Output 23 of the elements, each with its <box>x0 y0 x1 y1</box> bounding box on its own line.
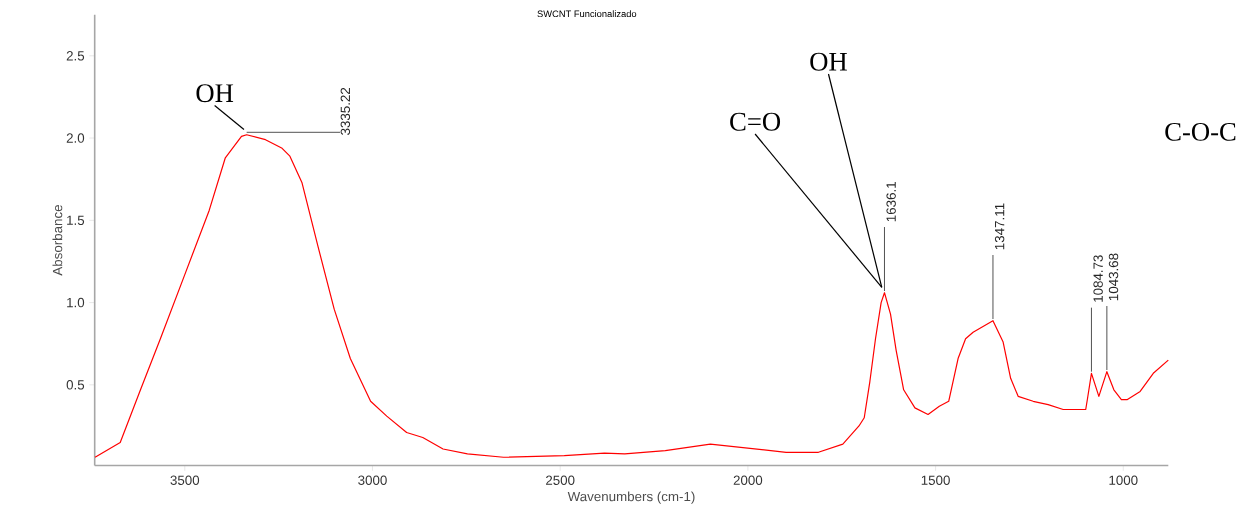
x-tick-label: 2500 <box>546 475 575 485</box>
annotation: 3335.22 <box>340 87 351 135</box>
annotation: 1084.73 <box>1093 254 1103 302</box>
x-tick-label: 1000 <box>1109 475 1138 485</box>
annotation: 1636.1 <box>886 181 896 221</box>
annotation: 1043.68 <box>1108 253 1119 300</box>
x-axis-title: Wavenumbers (cm-1) <box>567 491 695 504</box>
x-tick-label: 1500 <box>921 475 950 485</box>
y-tick-label: 0.5 <box>66 379 85 390</box>
chart-title: SWCNT Funcionalizado <box>537 10 637 17</box>
y-tick-label: 2.0 <box>66 133 85 143</box>
y-axis-title: Absorbance <box>52 204 63 276</box>
annotation: C=O <box>730 112 781 131</box>
y-tick-label: 1.5 <box>67 215 85 225</box>
x-tick-label: 3500 <box>170 475 200 485</box>
annotation: OH <box>810 52 847 71</box>
y-tick-label: 2.5 <box>66 50 85 61</box>
y-tick-label: 1.0 <box>67 297 85 308</box>
annotation: OH <box>196 84 234 102</box>
annotation: C-O-C <box>1165 122 1236 141</box>
x-tick-label: 3000 <box>358 475 387 485</box>
x-tick-label: 2000 <box>733 475 763 485</box>
annotation: 1347.11 <box>994 203 1005 249</box>
